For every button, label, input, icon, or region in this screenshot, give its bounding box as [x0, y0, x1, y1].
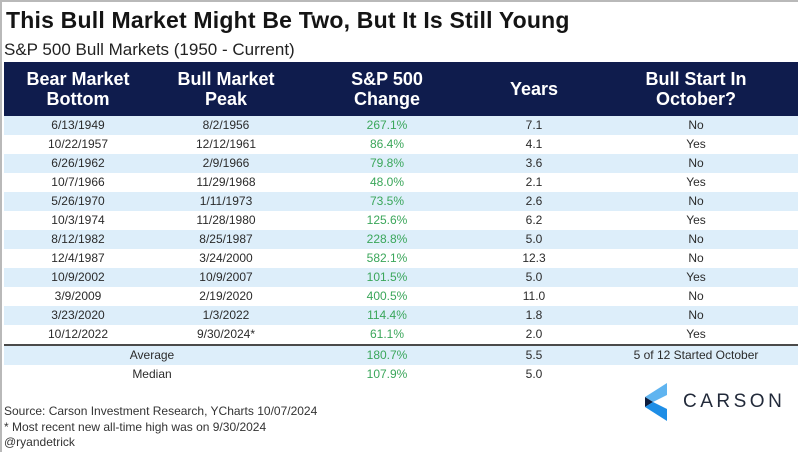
bull-peak-cell: 2/9/1966	[152, 154, 300, 173]
chart-title: This Bull Market Might Be Two, But It Is…	[6, 7, 570, 33]
sp500-change-cell: 79.8%	[300, 154, 474, 173]
sp500-change-cell: 125.6%	[300, 211, 474, 230]
years-cell: 7.1	[474, 116, 594, 135]
source-note: Source: Carson Investment Research, YCha…	[4, 404, 318, 418]
bear-bottom-cell: 5/26/1970	[4, 192, 152, 211]
bull-peak-cell: 11/29/1968	[152, 173, 300, 192]
table-row: 5/26/1970 1/11/1973 73.5% 2.6 No	[4, 192, 798, 211]
median-years: 5.0	[474, 365, 594, 384]
bear-bottom-cell: 12/4/1987	[4, 249, 152, 268]
october-cell: No	[594, 154, 798, 173]
sp500-change-cell: 101.5%	[300, 268, 474, 287]
bear-bottom-cell: 10/7/1966	[4, 173, 152, 192]
table-row: 10/22/1957 12/12/1961 86.4% 4.1 Yes	[4, 135, 798, 154]
table-row: 10/9/2002 10/9/2007 101.5% 5.0 Yes	[4, 268, 798, 287]
bull-peak-cell: 10/9/2007	[152, 268, 300, 287]
table-row: 10/12/2022 9/30/2024* 61.1% 2.0 Yes	[4, 325, 798, 345]
table-body: 6/13/1949 8/2/1956 267.1% 7.1 No 10/22/1957 12…	[4, 116, 798, 384]
years-cell: 2.6	[474, 192, 594, 211]
october-cell: No	[594, 306, 798, 325]
bull-peak-cell: 8/2/1956	[152, 116, 300, 135]
table-row: 10/7/1966 11/29/1968 48.0% 2.1 Yes	[4, 173, 798, 192]
october-cell: Yes	[594, 211, 798, 230]
sp500-change-cell: 228.8%	[300, 230, 474, 249]
october-cell: Yes	[594, 325, 798, 345]
october-cell: No	[594, 249, 798, 268]
bull-peak-cell: 9/30/2024*	[152, 325, 300, 345]
bear-bottom-cell: 3/9/2009	[4, 287, 152, 306]
years-cell: 3.6	[474, 154, 594, 173]
average-row: Average 180.7% 5.5 5 of 12 Started October	[4, 344, 798, 365]
years-cell: 11.0	[474, 287, 594, 306]
bull-peak-cell: 2/19/2020	[152, 287, 300, 306]
sp500-change-cell: 267.1%	[300, 116, 474, 135]
table-row: 3/23/2020 1/3/2022 114.4% 1.8 No	[4, 306, 798, 325]
sp500-change-cell: 61.1%	[300, 325, 474, 345]
median-october	[594, 365, 798, 384]
october-cell: No	[594, 230, 798, 249]
column-header-bear-bottom: Bear Market Bottom	[4, 62, 152, 116]
years-cell: 1.8	[474, 306, 594, 325]
bear-bottom-cell: 10/22/1957	[4, 135, 152, 154]
october-cell: No	[594, 116, 798, 135]
years-cell: 2.0	[474, 325, 594, 345]
sp500-change-cell: 86.4%	[300, 135, 474, 154]
bear-bottom-cell: 3/23/2020	[4, 306, 152, 325]
table-header-row: Bear Market Bottom Bull Market Peak S&P 50…	[4, 62, 798, 116]
october-cell: Yes	[594, 173, 798, 192]
bull-peak-cell: 8/25/1987	[152, 230, 300, 249]
table-row: 8/12/1982 8/25/1987 228.8% 5.0 No	[4, 230, 798, 249]
average-years: 5.5	[474, 344, 594, 365]
years-cell: 5.0	[474, 268, 594, 287]
carson-chevron-logo-icon	[645, 383, 667, 421]
october-cell: Yes	[594, 268, 798, 287]
bear-bottom-cell: 8/12/1982	[4, 230, 152, 249]
years-cell: 12.3	[474, 249, 594, 268]
bear-bottom-cell: 6/26/1962	[4, 154, 152, 173]
years-cell: 6.2	[474, 211, 594, 230]
average-october: 5 of 12 Started October	[594, 344, 798, 365]
bull-peak-cell: 3/24/2000	[152, 249, 300, 268]
years-cell: 4.1	[474, 135, 594, 154]
column-header-years: Years	[474, 62, 594, 116]
median-row: Median 107.9% 5.0	[4, 365, 798, 384]
median-change: 107.9%	[300, 365, 474, 384]
years-cell: 5.0	[474, 230, 594, 249]
average-label: Average	[4, 344, 300, 365]
column-header-sp500-change: S&P 500 Change	[300, 62, 474, 116]
carson-wordmark: CARSON	[683, 391, 786, 412]
bull-peak-cell: 1/3/2022	[152, 306, 300, 325]
column-header-bull-peak: Bull Market Peak	[152, 62, 300, 116]
october-cell: No	[594, 192, 798, 211]
sp500-change-cell: 582.1%	[300, 249, 474, 268]
carson-logo: CARSON	[645, 382, 785, 422]
footnote: * Most recent new all-time high was on 9…	[4, 420, 267, 434]
sp500-change-cell: 400.5%	[300, 287, 474, 306]
bear-bottom-cell: 10/12/2022	[4, 325, 152, 345]
sp500-change-cell: 73.5%	[300, 192, 474, 211]
chart-subtitle: S&P 500 Bull Markets (1950 - Current)	[4, 40, 295, 59]
table-row: 6/26/1962 2/9/1966 79.8% 3.6 No	[4, 154, 798, 173]
table-row: 12/4/1987 3/24/2000 582.1% 12.3 No	[4, 249, 798, 268]
table-row: 3/9/2009 2/19/2020 400.5% 11.0 No	[4, 287, 798, 306]
table-row: 6/13/1949 8/2/1956 267.1% 7.1 No	[4, 116, 798, 135]
sp500-change-cell: 48.0%	[300, 173, 474, 192]
bull-peak-cell: 1/11/1973	[152, 192, 300, 211]
average-change: 180.7%	[300, 344, 474, 365]
bear-bottom-cell: 6/13/1949	[4, 116, 152, 135]
years-cell: 2.1	[474, 173, 594, 192]
bull-peak-cell: 12/12/1961	[152, 135, 300, 154]
sp500-change-cell: 114.4%	[300, 306, 474, 325]
median-label: Median	[4, 365, 300, 384]
bear-bottom-cell: 10/9/2002	[4, 268, 152, 287]
bull-markets-table: Bear Market Bottom Bull Market Peak S&P 50…	[4, 62, 798, 384]
bull-peak-cell: 11/28/1980	[152, 211, 300, 230]
october-cell: No	[594, 287, 798, 306]
bear-bottom-cell: 10/3/1974	[4, 211, 152, 230]
october-cell: Yes	[594, 135, 798, 154]
column-header-october: Bull Start In October?	[594, 62, 798, 116]
table-row: 10/3/1974 11/28/1980 125.6% 6.2 Yes	[4, 211, 798, 230]
author-handle: @ryandetrick	[4, 435, 75, 449]
